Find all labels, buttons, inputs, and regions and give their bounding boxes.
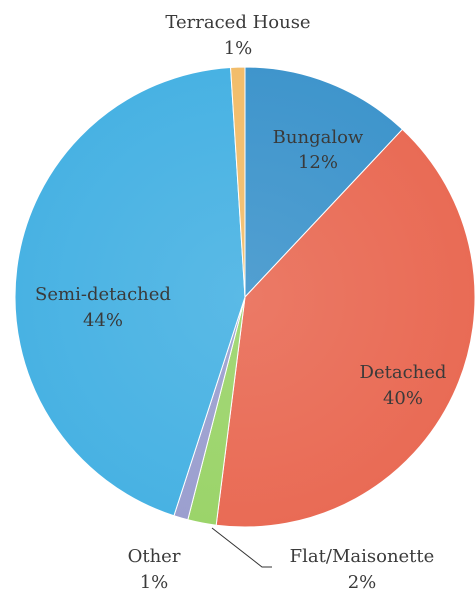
data-label-semi-detached: Semi-detached	[35, 284, 171, 305]
data-value-semi-detached: 44%	[83, 310, 123, 331]
data-value-terraced-house: 1%	[224, 38, 253, 59]
data-value-bungalow: 12%	[298, 152, 338, 173]
pie-slice-detached	[215, 128, 476, 528]
pie-slice-bungalow	[244, 66, 404, 299]
data-value-other: 1%	[140, 572, 169, 593]
pie-slice-semi-detached	[14, 66, 246, 517]
data-label-bungalow: Bungalow	[273, 127, 364, 148]
data-label-other: Other	[128, 546, 181, 567]
data-value-detached: 40%	[383, 388, 423, 409]
data-label-terraced-house: Terraced House	[165, 12, 310, 33]
leader-line-flat-maisonette	[211, 527, 272, 568]
pie-slice-terraced-house	[230, 66, 246, 298]
data-label-flat-maisonette: Flat/Maisonette	[290, 546, 435, 567]
data-label-detached: Detached	[360, 362, 447, 383]
data-value-flat-maisonette: 2%	[348, 572, 377, 593]
